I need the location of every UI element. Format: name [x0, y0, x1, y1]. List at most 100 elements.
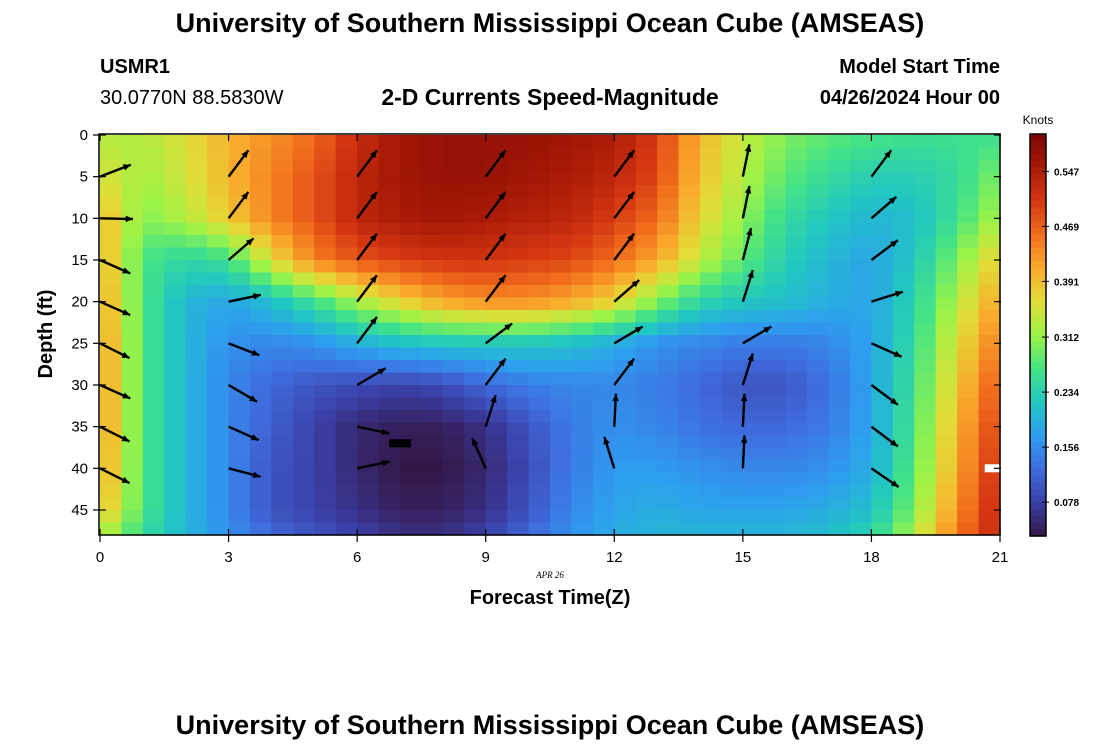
heat-cell — [914, 335, 937, 349]
current-arrow — [742, 325, 772, 345]
heat-cell — [592, 410, 615, 424]
heat-cell — [721, 160, 744, 174]
arrow-head — [125, 215, 133, 223]
heat-cell — [378, 135, 401, 149]
heat-cell — [207, 172, 230, 186]
heat-cell — [807, 260, 830, 274]
heat-cell — [164, 335, 187, 349]
heat-cell — [400, 472, 423, 486]
heat-cell — [871, 285, 894, 299]
colorbar-segment — [1030, 341, 1046, 349]
heat-cell — [785, 510, 808, 524]
heat-cell — [100, 247, 123, 261]
heat-cell — [271, 360, 294, 374]
heat-cell — [614, 310, 637, 324]
heat-cell — [335, 260, 358, 274]
heat-cell — [528, 160, 551, 174]
heat-cell — [892, 472, 915, 486]
heat-cell — [185, 285, 208, 299]
heat-cell — [164, 397, 187, 411]
heat-cell — [742, 410, 765, 424]
heat-cell — [442, 235, 465, 249]
heat-cell — [892, 272, 915, 286]
heat-cell — [742, 497, 765, 511]
colorbar-segment — [1030, 321, 1046, 329]
heat-cell — [292, 235, 315, 249]
heat-cell — [678, 397, 701, 411]
heat-cell — [957, 372, 980, 386]
current-arrow — [99, 467, 131, 485]
heat-cell — [978, 310, 1001, 324]
model-start-value: 04/26/2024 Hour 00 — [819, 87, 1000, 109]
heat-cell — [164, 372, 187, 386]
current-arrow — [613, 279, 641, 303]
heat-cell — [828, 260, 851, 274]
heat-cell — [721, 222, 744, 236]
heat-cell — [121, 247, 144, 261]
heat-cell — [850, 147, 873, 161]
heat-cell — [400, 197, 423, 211]
heat-cell — [657, 285, 680, 299]
heat-cell — [185, 147, 208, 161]
heat-cell — [335, 347, 358, 361]
heat-cell — [335, 247, 358, 261]
heat-cell — [828, 160, 851, 174]
heat-cell — [571, 360, 594, 374]
heat-cell — [421, 410, 444, 424]
heat-cell — [785, 247, 808, 261]
current-arrow — [613, 325, 644, 345]
heat-cell — [657, 447, 680, 461]
heat-cell — [957, 385, 980, 399]
arrow-head — [498, 233, 506, 242]
heat-cell — [378, 235, 401, 249]
heat-cell — [807, 335, 830, 349]
heat-cell — [892, 335, 915, 349]
heat-cell — [657, 460, 680, 474]
heat-cell — [828, 510, 851, 524]
heat-cell — [635, 172, 658, 186]
heat-cell — [678, 222, 701, 236]
heat-cell — [721, 347, 744, 361]
heat-cell — [785, 285, 808, 299]
heat-cell — [164, 472, 187, 486]
heat-cell — [442, 310, 465, 324]
heat-cell — [100, 397, 123, 411]
heat-cell — [742, 522, 765, 536]
heat-cell — [785, 197, 808, 211]
heat-cell — [100, 485, 123, 499]
heat-cell — [207, 185, 230, 199]
heat-cell — [935, 172, 958, 186]
heat-cell — [850, 322, 873, 336]
heat-cell — [378, 222, 401, 236]
heat-cell — [271, 222, 294, 236]
heat-cell — [335, 372, 358, 386]
colorbar-tick-label: 0.312 — [1054, 333, 1079, 344]
heat-cell — [378, 160, 401, 174]
heat-cell — [850, 347, 873, 361]
heat-cell — [635, 197, 658, 211]
heat-cell — [335, 222, 358, 236]
heat-cell — [785, 222, 808, 236]
current-arrow — [99, 163, 132, 178]
heat-cell — [700, 410, 723, 424]
heat-cell — [892, 222, 915, 236]
heat-cell — [292, 185, 315, 199]
heat-cell — [357, 347, 380, 361]
x-axis: 0 3 6 9 12 15 18 21 — [96, 134, 1008, 566]
heat-cell — [550, 360, 573, 374]
heat-cell — [742, 210, 765, 224]
heat-cell — [271, 347, 294, 361]
heat-cell — [957, 510, 980, 524]
heat-cell — [185, 422, 208, 436]
heat-cell — [721, 147, 744, 161]
heat-cell — [678, 272, 701, 286]
heat-cell — [142, 310, 165, 324]
heat-cell — [935, 372, 958, 386]
heat-cell — [892, 522, 915, 536]
heat-cell — [957, 447, 980, 461]
heat-cell — [228, 422, 251, 436]
heat-cell — [635, 272, 658, 286]
heat-cell — [421, 310, 444, 324]
heat-cell — [421, 185, 444, 199]
heat-cell — [314, 522, 337, 536]
